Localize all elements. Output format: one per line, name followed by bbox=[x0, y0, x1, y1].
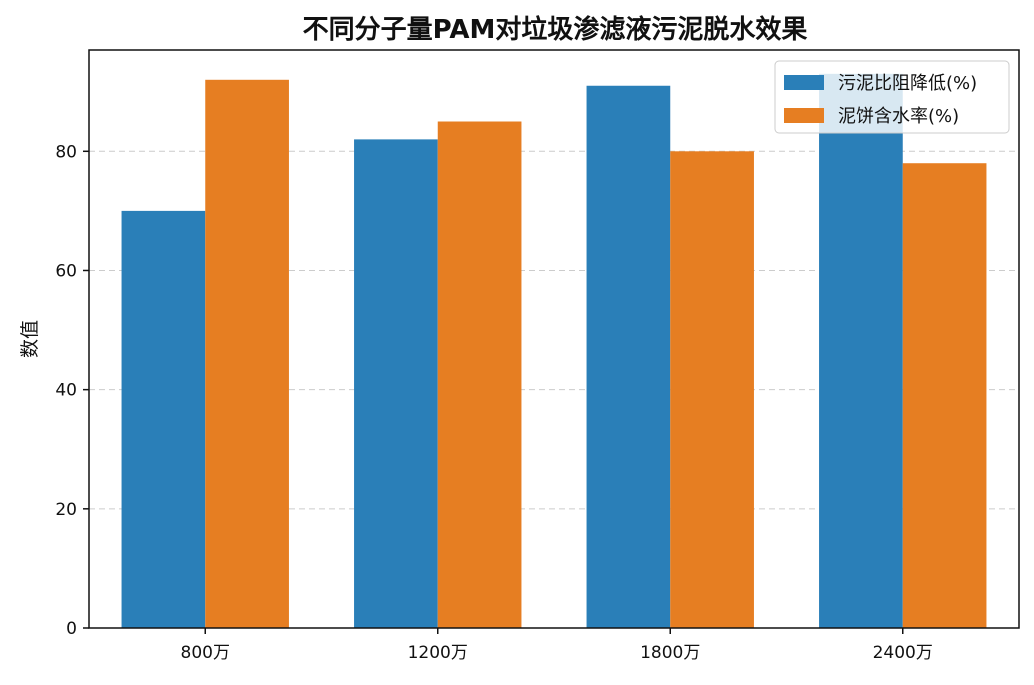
bar bbox=[437, 121, 522, 628]
bars bbox=[121, 73, 987, 629]
bar bbox=[586, 85, 671, 629]
y-axis: 0 20 40 60 80 bbox=[55, 142, 89, 639]
x-tick-label: 2400万 bbox=[873, 643, 933, 663]
legend: 污泥比阻降低(%) 泥饼含水率(%) bbox=[774, 60, 1010, 134]
bar bbox=[819, 73, 903, 628]
y-tick-label: 0 bbox=[66, 619, 77, 639]
x-tick-label: 800万 bbox=[181, 643, 230, 663]
plot-frame bbox=[88, 49, 1020, 629]
y-tick-label: 60 bbox=[55, 261, 77, 281]
x-tick-label: 1800万 bbox=[640, 643, 700, 663]
legend-label: 泥饼含水率(%) bbox=[838, 106, 959, 127]
bar bbox=[902, 163, 987, 628]
legend-swatch bbox=[784, 75, 824, 90]
y-tick-label: 20 bbox=[55, 500, 77, 520]
x-axis: 800万 1200万 1800万 2400万 bbox=[181, 628, 933, 663]
legend-box bbox=[774, 60, 1010, 134]
y-tick-label: 80 bbox=[55, 142, 77, 162]
bar bbox=[121, 210, 206, 628]
legend-label: 污泥比阻降低(%) bbox=[838, 73, 977, 94]
y-axis-label: 数值 bbox=[19, 320, 41, 358]
x-tick-label: 1200万 bbox=[408, 643, 468, 663]
legend-swatch bbox=[784, 108, 824, 123]
bar bbox=[354, 139, 438, 628]
bar bbox=[670, 151, 754, 629]
y-tick-label: 40 bbox=[55, 381, 77, 401]
chart-title: 不同分子量PAM对垃圾渗滤液污泥脱水效果 bbox=[303, 14, 808, 45]
bar bbox=[205, 79, 289, 628]
